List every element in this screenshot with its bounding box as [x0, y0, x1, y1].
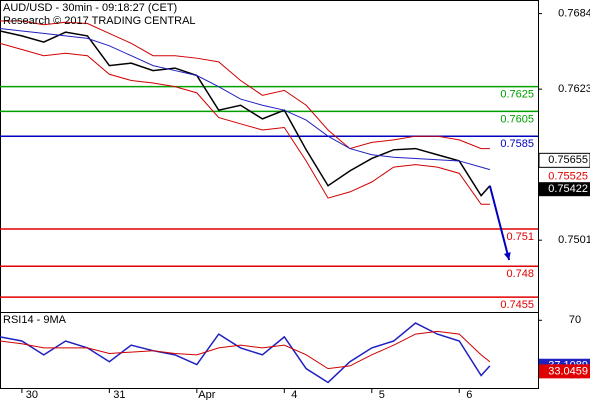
price-tag-label: 0.75422: [548, 183, 588, 195]
price-tag-label: 33.0459: [548, 365, 588, 377]
chart-title: RSI14 - 9MA: [3, 314, 67, 326]
series-line: [0, 27, 491, 171]
level-label: 0.7585: [500, 138, 534, 150]
series-line: [0, 330, 491, 370]
price-tag: [539, 182, 590, 197]
x-tick-label: 31: [113, 389, 125, 400]
level-label: 0.7625: [500, 89, 534, 101]
level-label: 0.7605: [500, 113, 534, 125]
chart-title: AUD/USD - 30min - 09:18:27 (CET): [3, 2, 177, 14]
y-tick-label: 0.7684: [558, 8, 590, 20]
y-tick-label: 70: [569, 314, 581, 326]
price-tag: [538, 152, 590, 168]
forecast-arrow: [488, 185, 511, 261]
x-tick-label: Apr: [198, 389, 215, 400]
chart-subtitle: Research © 2017 TRADING CENTRAL: [3, 15, 196, 27]
x-tick-label: 5: [379, 389, 385, 400]
level-label: 0.751: [506, 231, 534, 243]
x-tick-label: 4: [291, 389, 297, 400]
price-tag-label: 0.75655: [548, 154, 588, 166]
level-label: 0.7455: [500, 299, 534, 311]
y-tick-label: 0.7501: [558, 234, 590, 246]
price-tag: [539, 169, 590, 184]
price-tag: [539, 364, 590, 379]
series-line: [0, 322, 491, 384]
series-line: [0, 20, 490, 150]
arrow-head: [503, 252, 511, 260]
panel-frame: [0, 312, 539, 389]
price-tag-label: 0.75525: [548, 170, 588, 182]
level-label: 0.748: [506, 268, 534, 280]
y-tick-label: 0.7623: [558, 83, 590, 95]
x-tick-label: 6: [466, 389, 472, 400]
series-line: [0, 42, 490, 205]
series-line: [0, 30, 491, 197]
x-tick-label: 30: [26, 389, 38, 400]
